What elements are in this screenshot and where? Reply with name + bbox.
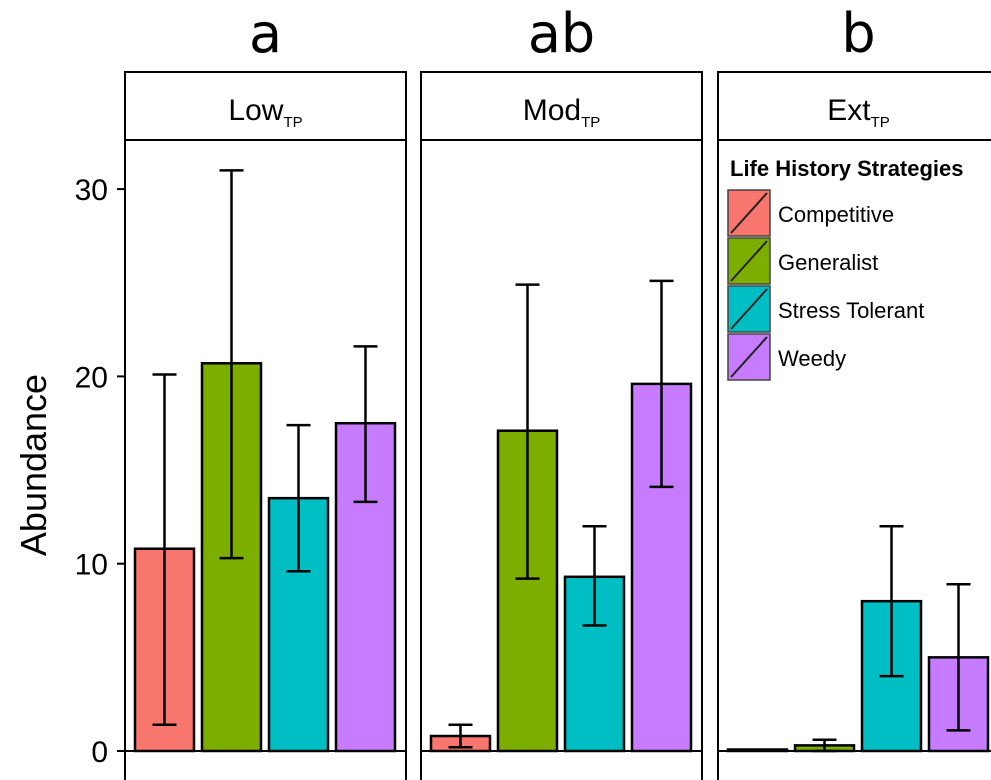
- legend-label: Weedy: [778, 346, 846, 371]
- panel-frame: [717, 139, 991, 780]
- legend-label: Stress Tolerant: [778, 298, 924, 323]
- panel-strip: [717, 71, 991, 141]
- panel-letter-a: a: [249, 2, 282, 65]
- legend-key-slash: [730, 288, 768, 330]
- legend-label: Competitive: [778, 202, 894, 227]
- panel-strip: [124, 71, 407, 141]
- panel-letter-ab: ab: [528, 2, 595, 65]
- legend-key-slash: [730, 240, 768, 282]
- y-tick-label: 20: [75, 361, 108, 394]
- y-axis-label: Abundance: [13, 374, 54, 556]
- panel-strip-label: ExtTP: [827, 94, 890, 131]
- panel-strip-name: Mod: [523, 94, 581, 127]
- y-tick-label: 30: [75, 174, 108, 207]
- panel-frame: [124, 139, 407, 780]
- panel-strip-subscript: TP: [871, 114, 890, 131]
- panel-frame: [420, 139, 703, 780]
- panel-strip: [420, 71, 703, 141]
- y-tick-label: 10: [75, 549, 108, 582]
- legend-key-slash: [730, 192, 768, 234]
- panel-strip-label: ModTP: [523, 94, 601, 131]
- legend-key-slash: [730, 336, 768, 378]
- panel-strip-subscript: TP: [283, 114, 302, 131]
- panel-strip-name: Low: [228, 94, 283, 127]
- panel-strip-label: LowTP: [228, 94, 302, 131]
- panel-letter-b: b: [841, 2, 875, 65]
- legend-title: Life History Strategies: [730, 156, 964, 181]
- legend-label: Generalist: [778, 250, 878, 275]
- y-tick-label: 0: [91, 736, 108, 769]
- panel-strip-name: Ext: [827, 94, 871, 127]
- bar-ext-competitive: [726, 748, 789, 753]
- panel-strip-subscript: TP: [581, 114, 600, 131]
